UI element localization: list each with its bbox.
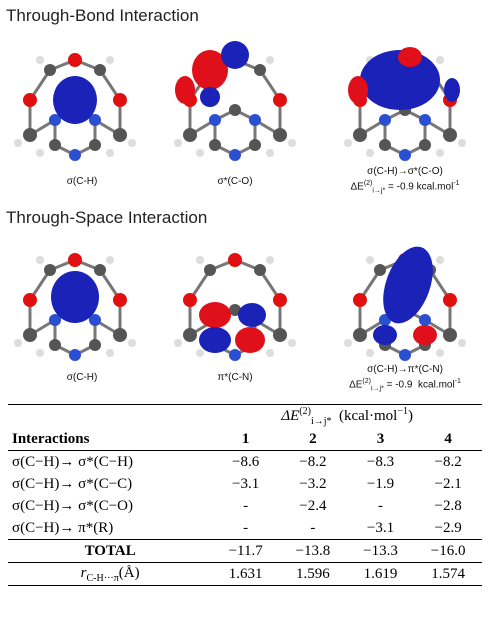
cell: −11.7 [212,540,279,563]
caption: σ*(C-O) [155,176,315,188]
text: ) [408,408,413,424]
orbital-image [340,235,470,365]
cell: −8.3 [347,451,415,474]
energy-label: ΔE(2)i→j* = -0.9 kcal.mol-1 [325,376,485,395]
cell: −2.9 [414,517,482,540]
cell: 1.631 [212,563,279,586]
cell: −3.1 [347,517,415,540]
caption: σ(C-H)→σ*(C-O) [325,166,485,178]
section-title: Through-Space Interaction [6,208,207,228]
orbital-image [10,235,140,365]
cell: - [279,517,347,540]
row: σ(C−H)→ σ*(C−H)−8.6−8.2−8.3−8.2 [8,451,482,474]
cell: −2.1 [414,473,482,495]
sub: i→j* [372,187,385,194]
column-header: 2 [279,428,347,451]
cell: −2.8 [414,495,482,517]
cell: −8.6 [212,451,279,474]
cell: −8.2 [279,451,347,474]
column-header: Interactions [8,428,212,451]
cell [8,405,212,429]
sup: -1 [455,378,461,385]
unit: (Å) [119,565,140,581]
cell: −13.8 [279,540,347,563]
symbol: ΔE [349,379,362,390]
cell: σ(C−H)→ π*(R) [8,517,212,540]
sub: i→j* [371,385,384,392]
cell: σ(C−H)→ σ*(C−H) [8,451,212,474]
total-row: TOTAL−11.7−13.8−13.3−16.0 [8,540,482,563]
energy-label: ΔE(2)i→j* = -0.9 kcal.mol-1 [325,178,485,197]
cell: - [212,517,279,540]
cell: −8.2 [414,451,482,474]
cell: 1.596 [279,563,347,586]
orbital-image [10,35,140,165]
cell: - [212,495,279,517]
cell: −16.0 [414,540,482,563]
cell: −13.3 [347,540,415,563]
sup: −1 [397,406,408,417]
row: σ(C−H)→ σ*(C−C)−3.1−3.2−1.9−2.1 [8,473,482,495]
caption: σ(C-H) [2,372,162,384]
cell: σ(C−H)→ σ*(C−O) [8,495,212,517]
sub: C-H···π [87,573,119,584]
row: σ(C−H)→ π*(R)--−3.1−2.9 [8,517,482,540]
section-title: Through-Bond Interaction [6,6,199,26]
sub: i→j* [311,416,332,427]
cell: −1.9 [347,473,415,495]
cell: - [347,495,415,517]
caption: σ(C-H)→π*(C-N) [325,364,485,376]
cell: σ(C−H)→ σ*(C−C) [8,473,212,495]
orbital-image [170,235,300,365]
column-header: 1 [212,428,279,451]
caption-block: σ(C-H)→σ*(C-O) ΔE(2)i→j* = -0.9 kcal.mol… [325,166,485,197]
text: = -0.9 kcal.mol [385,181,453,192]
sup: (2) [362,378,371,385]
text: (kcal·mol [339,408,397,424]
row: σ(C−H)→ σ*(C−O)-−2.4-−2.8 [8,495,482,517]
caption: π*(C-N) [155,372,315,384]
symbol: ΔE [350,181,363,192]
cell: −3.1 [212,473,279,495]
symbol: ΔE [281,408,299,424]
group-header: ΔE(2)i→j* (kcal·mol−1) [212,405,482,429]
cell: −3.2 [279,473,347,495]
text: = -0.9 kcal.mol [384,379,455,390]
orbital-image [340,35,470,165]
column-header: 4 [414,428,482,451]
caption: σ(C-H) [2,176,162,188]
cell: 1.574 [414,563,482,586]
sup: (2) [364,180,373,187]
orbital-image [170,35,300,165]
cell: rC-H···π(Å) [8,563,212,586]
column-header: 3 [347,428,415,451]
cell: 1.619 [347,563,415,586]
sup: (2) [299,406,311,417]
sup: -1 [453,180,459,187]
cell: TOTAL [8,540,212,563]
page: Through-Bond Interaction σ(C-H) σ*(C-O) … [0,0,490,627]
caption-block: σ(C-H)→π*(C-N) ΔE(2)i→j* = -0.9 kcal.mol… [325,364,485,395]
cell: −2.4 [279,495,347,517]
